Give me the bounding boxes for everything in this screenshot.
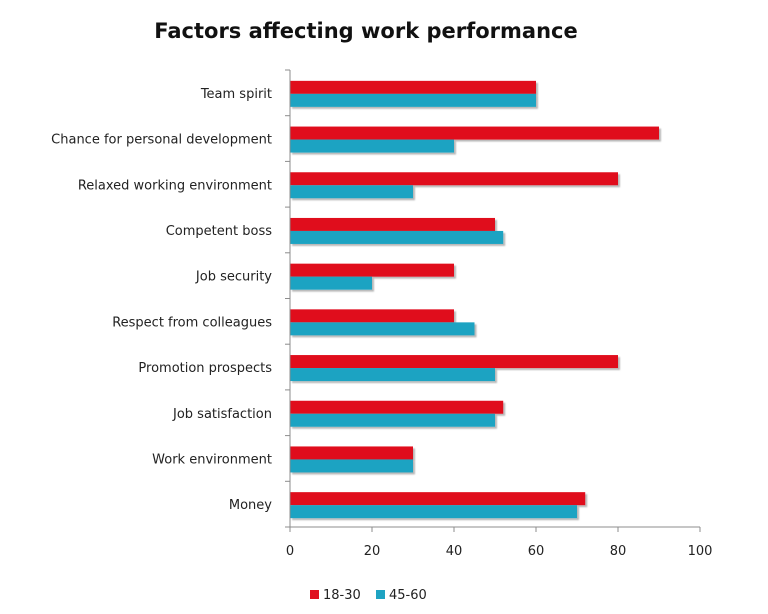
category-group-job-security: Job security: [195, 263, 454, 290]
bar-18-30-competent-boss[interactable]: [290, 217, 495, 231]
bar-45-60-relaxed-working-environment[interactable]: [290, 185, 413, 199]
bar-18-30-respect-from-colleagues[interactable]: [290, 309, 454, 323]
bar-18-30-job-security[interactable]: [290, 263, 454, 277]
category-label: Relaxed working environment: [78, 178, 272, 193]
category-label: Work environment: [152, 452, 272, 467]
x-tick-label: 40: [446, 544, 463, 559]
category-label: Team spirit: [200, 87, 272, 102]
category-label: Competent boss: [166, 224, 272, 239]
bar-45-60-competent-boss[interactable]: [290, 230, 504, 244]
legend: 18-30 45-60: [310, 588, 427, 603]
bar-45-60-respect-from-colleagues[interactable]: [290, 322, 475, 336]
bar-18-30-chance-for-personal-development[interactable]: [290, 126, 659, 140]
category-group-respect-from-colleagues: Respect from colleagues: [112, 309, 475, 336]
x-tick-label: 80: [610, 544, 627, 559]
x-tick-label: 0: [286, 544, 294, 559]
category-group-job-satisfaction: Job satisfaction: [172, 400, 504, 427]
category-group-money: Money: [229, 492, 586, 519]
bar-45-60-team-spirit[interactable]: [290, 93, 536, 107]
bar-18-30-relaxed-working-environment[interactable]: [290, 172, 618, 186]
chart-title: Factors affecting work performance: [154, 19, 577, 43]
category-group-chance-for-personal-development: Chance for personal development: [51, 126, 659, 153]
category-label: Job security: [195, 270, 272, 285]
x-tick-label: 60: [528, 544, 545, 559]
bar-18-30-promotion-prospects[interactable]: [290, 355, 618, 369]
category-label: Chance for personal development: [51, 133, 272, 148]
legend-label-45-60: 45-60: [389, 588, 427, 603]
category-label: Job satisfaction: [172, 407, 272, 422]
bar-18-30-money[interactable]: [290, 492, 586, 506]
bar-18-30-work-environment[interactable]: [290, 446, 413, 460]
bar-45-60-work-environment[interactable]: [290, 459, 413, 473]
legend-label-18-30: 18-30: [323, 588, 361, 603]
category-group-competent-boss: Competent boss: [166, 217, 504, 244]
x-tick-label: 100: [688, 544, 713, 559]
legend-swatch-18-30: [310, 590, 319, 599]
category-group-relaxed-working-environment: Relaxed working environment: [78, 172, 618, 199]
bar-45-60-chance-for-personal-development[interactable]: [290, 139, 454, 153]
bar-18-30-job-satisfaction[interactable]: [290, 400, 504, 414]
category-group-team-spirit: Team spirit: [200, 80, 536, 107]
legend-swatch-45-60: [376, 590, 385, 599]
bar-18-30-team-spirit[interactable]: [290, 80, 536, 94]
category-group-promotion-prospects: Promotion prospects: [138, 355, 618, 382]
bar-45-60-money[interactable]: [290, 505, 577, 519]
bar-45-60-promotion-prospects[interactable]: [290, 368, 495, 382]
category-group-work-environment: Work environment: [152, 446, 413, 473]
plot-area: Team spirit Chance for personal developme…: [51, 69, 713, 559]
category-label: Respect from colleagues: [112, 315, 272, 330]
category-label: Promotion prospects: [138, 361, 272, 376]
x-tick-label: 20: [364, 544, 381, 559]
bar-45-60-job-satisfaction[interactable]: [290, 413, 495, 427]
category-label: Money: [229, 498, 272, 513]
bar-45-60-job-security[interactable]: [290, 276, 372, 290]
